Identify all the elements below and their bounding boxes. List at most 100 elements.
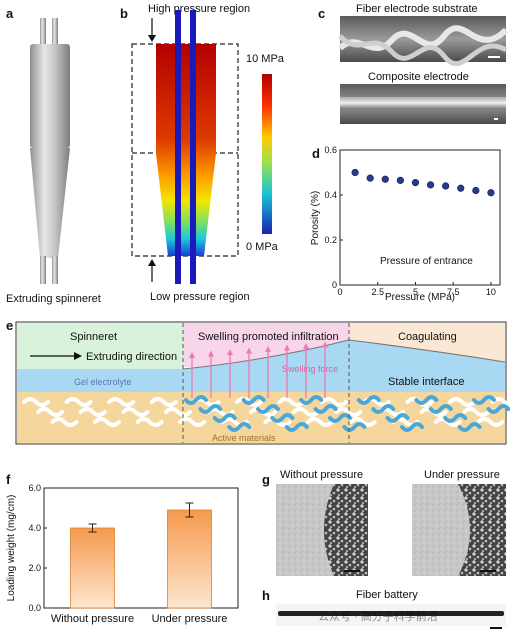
fiber-substrate-title: Fiber electrode substrate	[356, 3, 478, 15]
pore-channel	[50, 417, 79, 427]
pore-channel	[135, 417, 164, 427]
infiltrated-channel	[371, 404, 396, 414]
spinneret-cone	[30, 148, 70, 258]
infiltrated-channel	[299, 395, 324, 405]
spinneret-top-tube-right	[52, 18, 58, 46]
infiltrated-electrolyte	[184, 395, 510, 432]
swelling-force-arrowhead	[265, 346, 271, 352]
porosity-point	[426, 181, 435, 189]
swelling-force-arrowhead	[284, 344, 290, 351]
fiber-right	[190, 10, 196, 284]
infiltrated-channel	[284, 422, 309, 432]
panel-e-letter: e	[6, 318, 13, 333]
twisted-fiber-strand-2	[338, 34, 508, 67]
composite-fiber	[340, 97, 506, 109]
loading-ylabel: Loading weight (mg/cm)	[6, 495, 17, 602]
pore-channel	[164, 407, 192, 417]
spinneret-top-tube-left	[40, 18, 46, 46]
panel-a-letter: a	[6, 6, 14, 21]
gel-electrolyte-label: Gel electrolyte	[74, 377, 132, 387]
porosity-xtick-label: 5	[413, 287, 418, 297]
swelling-force-arrowhead	[322, 341, 328, 348]
direction-arrowhead	[74, 352, 82, 360]
low-pressure-arrowhead	[148, 259, 156, 266]
pore-channel	[22, 397, 50, 407]
pressure-field	[156, 44, 216, 256]
panel-d-letter: d	[312, 146, 320, 161]
sem-under-pressure-fiber	[412, 484, 470, 576]
loading-category-label: Under pressure	[152, 613, 228, 625]
panel-g: g Without pressure Under pressure	[262, 469, 506, 576]
panel-b: b High pressure region 10 MPa 0 MPa Low …	[120, 3, 285, 303]
infiltrated-channel	[443, 413, 468, 423]
panel-c-letter: c	[318, 6, 325, 21]
sem-without-pressure-fiber	[276, 484, 334, 576]
porosity-xtick-label: 7.5	[447, 287, 460, 297]
pore-channel	[334, 407, 363, 417]
infiltrated-channel	[328, 413, 352, 423]
pore-channel	[476, 417, 505, 427]
porosity-chart-frame	[339, 149, 501, 286]
panel-c: c Fiber electrode substrate Composite el…	[318, 3, 509, 124]
porosity-ytick-label: 0	[332, 280, 337, 290]
coagulated-surface	[348, 339, 506, 363]
swelling-force-arrowhead	[208, 350, 214, 357]
infiltrated-channel	[428, 404, 453, 414]
spinneret-bottom-tube-left	[40, 256, 46, 284]
porosity-xtick-label: 0	[337, 287, 342, 297]
porosity-xlabel: Pressure (MPa)	[385, 292, 455, 303]
swelling-force-arrowhead	[227, 349, 233, 355]
pore-channel	[306, 417, 334, 427]
coagulating-zone	[349, 323, 505, 362]
scale-bar-c1	[488, 56, 500, 58]
scale-bar-g1	[344, 570, 360, 572]
porosity-point	[411, 179, 420, 187]
pore-channel	[64, 397, 93, 407]
loading-weight-chart: f 0.0 2.0 4.0 6.0 Without pressure Under pre…	[6, 472, 239, 625]
scale-bar-h	[490, 627, 502, 629]
pore-channel	[277, 397, 306, 407]
panel-b-letter: b	[120, 6, 128, 21]
porosity-point	[381, 175, 389, 183]
fiber-battery	[278, 611, 504, 616]
swelling-force-arrowhead	[246, 347, 252, 354]
swelling-force-arrows	[189, 341, 328, 398]
infiltrated-channel	[472, 395, 496, 405]
infiltrated-channel	[385, 413, 410, 423]
loading-ytick-label: 0.0	[28, 603, 41, 613]
loading-ytick-label: 6.0	[28, 483, 41, 493]
active-materials-label: Active materials	[212, 433, 276, 443]
porosity-point	[472, 186, 480, 195]
loading-category-label: Without pressure	[51, 613, 134, 625]
loading-bar	[70, 527, 115, 609]
pore-channel	[448, 397, 476, 407]
colorbar-min: 0 MPa	[246, 241, 279, 253]
infiltrated-channel	[313, 404, 338, 414]
high-pressure-arrowhead	[148, 35, 156, 42]
colorbar-max: 10 MPa	[246, 53, 285, 65]
porosity-annotation: Pressure of entrance	[380, 256, 473, 267]
swelling-force-arrowhead	[189, 352, 195, 358]
pore-channel	[291, 407, 320, 417]
infiltrated-channel	[400, 422, 424, 432]
pore-channel	[93, 417, 121, 427]
porosity-point	[351, 168, 359, 177]
infiltrated-channel	[486, 404, 510, 414]
panel-f-letter: f	[6, 472, 11, 487]
infiltrated-channel	[256, 404, 280, 414]
pressure-colorbar	[262, 74, 272, 234]
porosity-chart: d 0 2.5 5 7.5 10 0 0.2 0.4 0.6 Pressure of entra…	[310, 145, 501, 303]
porosity-point	[396, 176, 404, 184]
loading-chart-frame	[43, 487, 239, 609]
porosity-ytick-label: 0.2	[324, 235, 337, 245]
porosity-xtick-label: 10	[486, 287, 496, 297]
fiber-left	[175, 10, 181, 284]
pore-channel	[178, 417, 207, 427]
loading-bar	[167, 509, 212, 609]
pore-channel	[348, 417, 377, 427]
loading-ytick-label: 4.0	[28, 523, 41, 533]
twisted-fiber-strand-1	[337, 25, 509, 52]
pore-channel	[320, 397, 349, 407]
pore-channel	[107, 397, 136, 407]
